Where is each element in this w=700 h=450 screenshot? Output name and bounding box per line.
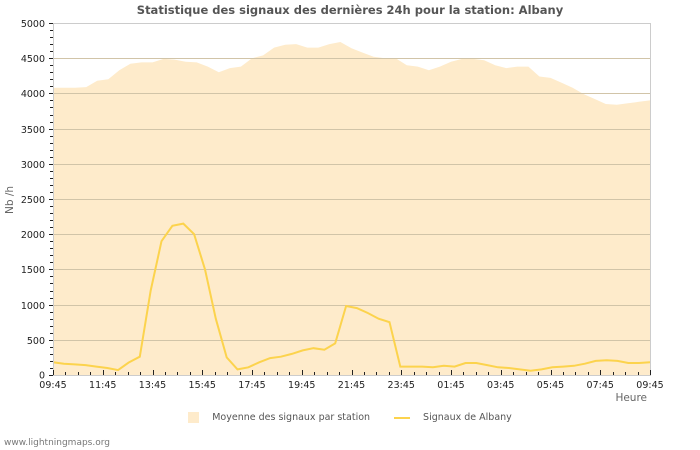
x-tick-label: 15:45 (189, 380, 216, 391)
x-tick-label: 19:45 (288, 380, 315, 391)
y-tick-label: 2500 (21, 195, 45, 206)
x-tick-label: 13:45 (139, 380, 166, 391)
y-tick-label: 1000 (21, 301, 45, 312)
x-axis-title: Heure (615, 392, 647, 404)
x-tick-label: 23:45 (388, 380, 415, 391)
y-tick-label: 500 (27, 336, 45, 347)
y-tick-label: 3000 (21, 160, 45, 171)
site-watermark[interactable]: www.lightningmaps.org (4, 438, 110, 448)
y-axis-tick-labels: 500 1000 1500 2000 2500 3000 3500 4000 4500 5000 0 (21, 19, 45, 382)
x-tick-label: 05:45 (537, 380, 564, 391)
y-tick-label: 4500 (21, 54, 45, 65)
y-tick-label: 0 (39, 371, 45, 382)
y-tick-label: 3500 (21, 125, 45, 136)
x-tick-label: 01:45 (437, 380, 464, 391)
y-tick-label: 4000 (21, 89, 45, 100)
chart-legend: Moyenne des signaux par station Signaux … (0, 412, 700, 423)
legend-item-albany[interactable]: Signaux de Albany (394, 412, 512, 423)
legend-label-average: Moyenne des signaux par station (212, 412, 371, 423)
x-axis-tick-labels: 09:45 11:45 13:45 15:45 17:45 19:45 21:45 23:45… (39, 380, 663, 391)
chart-title: Statistique des signaux des dernières 24… (136, 3, 564, 17)
x-tick-label: 09:45 (636, 380, 663, 391)
y-tick-label: 1500 (21, 265, 45, 276)
average-signals-area (53, 42, 650, 375)
y-axis-title: Nb /h (4, 186, 16, 214)
y-tick-label: 5000 (21, 19, 45, 30)
x-tick-label: 03:45 (487, 380, 514, 391)
line-swatch-icon (394, 416, 411, 419)
legend-item-average[interactable]: Moyenne des signaux par station (188, 412, 370, 423)
axes (49, 23, 651, 376)
albany-signals-line (52, 222, 651, 372)
x-tick-label: 21:45 (338, 380, 365, 391)
y-tick-label: 2000 (21, 230, 45, 241)
x-tick-label: 09:45 (39, 380, 66, 391)
legend-label-albany: Signaux de Albany (423, 412, 512, 423)
x-tick-label: 11:45 (89, 380, 116, 391)
area-swatch-icon (188, 412, 200, 423)
x-tick-label: 07:45 (587, 380, 614, 391)
x-tick-label: 17:45 (238, 380, 265, 391)
